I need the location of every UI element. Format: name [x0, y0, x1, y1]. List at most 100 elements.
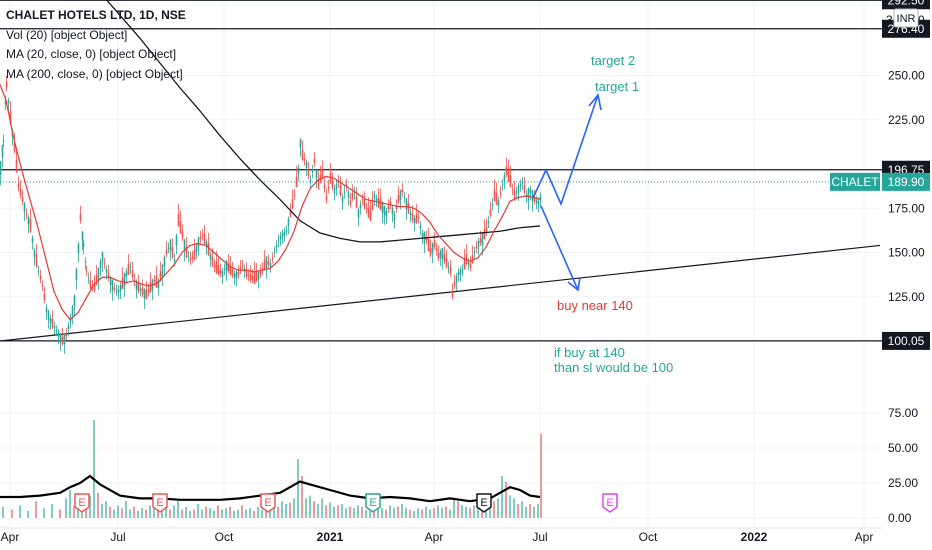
candle-body: [419, 225, 422, 228]
volume-bar: [165, 506, 167, 518]
volume-bar: [277, 506, 279, 518]
moving-averages: [0, 0, 541, 321]
annotation-text: than sl would be 100: [554, 360, 673, 375]
volume-bar: [189, 511, 191, 518]
axis-top-fragment: 3: [886, 13, 893, 27]
candle-body: [519, 184, 522, 186]
candle-body: [451, 291, 454, 298]
volume-bar: [540, 434, 542, 518]
candle-body: [225, 260, 228, 271]
price-tick-label: 175.00: [888, 201, 925, 215]
candle-body: [343, 191, 346, 193]
earnings-marker: [152, 493, 168, 513]
candle-body: [529, 189, 532, 193]
candle-body: [141, 287, 144, 295]
candle-body: [463, 258, 466, 269]
candle-body: [187, 255, 190, 257]
volume-bar: [449, 509, 451, 518]
candle-body: [317, 179, 320, 189]
volume-tick-label: 0.00: [888, 511, 912, 525]
volume-bar: [357, 505, 359, 518]
time-label: Oct: [215, 530, 234, 544]
volume-bar: [157, 508, 159, 518]
volume-bar: [133, 506, 135, 518]
volume-bar: [349, 506, 351, 518]
candle-body: [389, 202, 392, 205]
candle-body: [489, 209, 492, 216]
volume-bar: [253, 511, 255, 518]
candle-body: [383, 206, 386, 216]
earnings-marker: [602, 493, 618, 513]
candle-body: [535, 200, 538, 203]
candle-body: [1, 145, 4, 158]
volume-bar: [437, 505, 439, 518]
symbol-title[interactable]: CHALET HOTELS LTD, 1D, NSE: [6, 8, 186, 22]
candle-body: [511, 188, 514, 190]
candle-body: [217, 265, 220, 275]
earnings-label: E: [264, 497, 271, 509]
volume-bar: [193, 509, 195, 518]
candle-body: [183, 239, 186, 251]
candle-body: [431, 243, 434, 254]
earnings-marker: [260, 493, 276, 513]
candle-body: [93, 283, 96, 291]
candle-body: [275, 245, 278, 248]
candle-body: [57, 332, 60, 337]
candle-body: [369, 210, 372, 221]
annotations: target 2 target 1 buy near 140 if buy at 14…: [554, 53, 673, 375]
volume-bar: [429, 509, 431, 518]
volume-bar: [365, 509, 367, 518]
ma20-line: [0, 84, 541, 321]
volume-bar: [489, 505, 491, 518]
level-label: 100.05: [888, 334, 925, 348]
volume-bar: [205, 506, 207, 518]
candle-body: [481, 233, 484, 245]
volume-bar: [301, 476, 303, 518]
volume-bar: [501, 476, 503, 518]
volume-bar: [309, 495, 311, 518]
volume-bar: [237, 509, 239, 518]
volume-bar: [265, 508, 267, 518]
candle-body: [71, 306, 74, 316]
candle-body: [75, 269, 78, 281]
indicator-ma200[interactable]: MA (200, close, 0) [object Object]: [6, 66, 183, 81]
candle-body: [39, 275, 42, 280]
volume-bar: [329, 502, 331, 518]
volume-bar: [497, 498, 499, 518]
candle-body: [473, 251, 476, 253]
candle-body: [515, 191, 518, 193]
candle-body: [241, 265, 244, 267]
candle-body: [239, 266, 242, 271]
candle-body: [35, 254, 38, 268]
candle-body: [477, 240, 480, 248]
candle-body: [291, 199, 294, 209]
time-label: Jul: [110, 530, 125, 544]
time-label: Jul: [532, 530, 547, 544]
candle-body: [271, 258, 274, 260]
volume-bar: [425, 506, 427, 518]
volume-bar: [201, 509, 203, 518]
volume-bar: [341, 504, 343, 518]
candle-body: [381, 201, 384, 214]
candle-body: [267, 261, 270, 265]
time-label: Apr: [1, 530, 20, 544]
volume-bar: [421, 509, 423, 518]
candle-body: [397, 194, 400, 203]
indicator-volume[interactable]: Vol (20) [object Object]: [6, 27, 128, 42]
arrow-up-path: [532, 94, 599, 207]
volume-bar: [297, 459, 299, 518]
volume-bar: [461, 505, 463, 518]
volume-bar: [197, 504, 199, 518]
volume-bar: [181, 509, 183, 518]
candle-body: [205, 241, 208, 247]
volume-tick-label: 50.00: [888, 441, 918, 455]
indicator-ma20[interactable]: MA (20, close, 0) [object Object]: [6, 47, 177, 61]
volume-bar: [73, 505, 75, 518]
candle-body: [331, 180, 334, 188]
candle-body: [127, 264, 130, 275]
candle-body: [391, 207, 394, 214]
candle-body: [237, 271, 240, 275]
currency-box: [893, 8, 919, 28]
candle-body: [445, 258, 448, 267]
